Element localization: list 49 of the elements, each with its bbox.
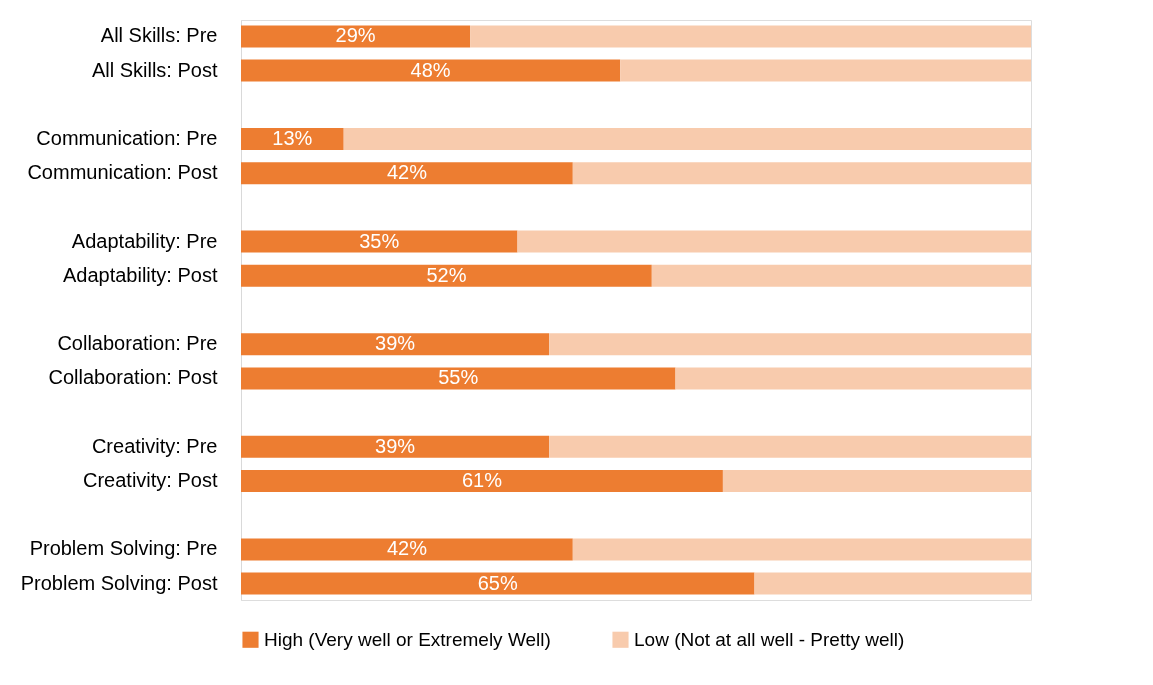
bar [241,230,518,253]
bar [754,572,1031,595]
bar [241,367,676,390]
bar [517,230,1031,253]
bar [343,128,1031,151]
y-tick-label: Collaboration: Post [48,366,218,389]
bar [241,469,723,492]
data-label: 35% [359,229,400,252]
bar [722,469,1031,492]
bar [549,435,1031,458]
bar [549,333,1031,356]
data-label: 42% [386,537,428,560]
data-label: 13% [272,127,313,150]
legend-label: Low (Not at all well - Pretty well) [634,628,905,650]
y-tick-label: Problem Solving: Pre [29,537,218,560]
y-tick-label: Communication: Pre [36,127,218,150]
legend-label: High (Very well or Extremely Well) [264,628,551,650]
bar [241,59,621,82]
y-tick-label: Communication: Post [27,161,218,184]
bar [241,264,652,287]
bar [470,25,1031,48]
y-tick-label: Collaboration: Pre [57,332,218,355]
data-label: 55% [438,366,479,389]
bar [241,333,550,356]
bar [572,538,1031,561]
bar [241,25,471,48]
data-label: 65% [477,571,518,594]
data-label: 29% [335,24,376,47]
y-tick-label: All Skills: Post [91,58,218,81]
bar [675,367,1031,390]
bar [241,162,573,185]
data-label: 39% [375,332,416,355]
y-tick-label: All Skills: Pre [100,24,218,47]
bar [241,538,573,561]
bar [241,572,755,595]
y-tick-label: Creativity: Post [83,468,218,491]
data-label: 48% [410,58,451,81]
data-label: 52% [426,263,467,286]
data-label: 42% [386,161,428,184]
bar [572,162,1031,185]
bar [620,59,1031,82]
y-tick-label: Problem Solving: Post [20,571,218,594]
data-label: 61% [461,468,503,491]
bar [651,264,1031,287]
bar [241,435,550,458]
y-tick-label: Adaptability: Post [62,263,218,286]
y-tick-label: Creativity: Pre [91,434,218,457]
data-label: 39% [375,434,416,457]
y-tick-label: Adaptability: Pre [71,229,218,252]
